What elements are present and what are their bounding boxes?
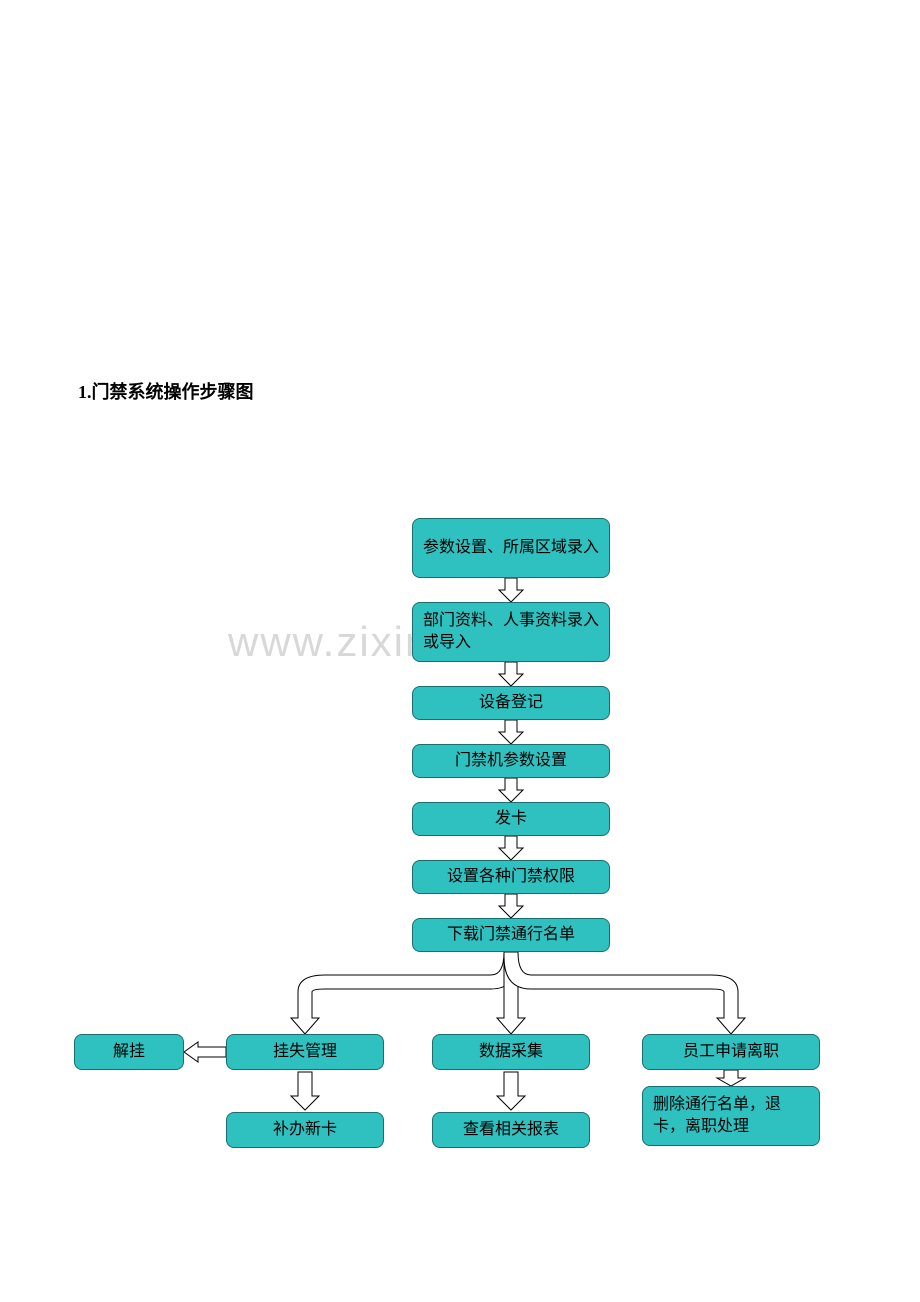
flowchart-container: 参数设置、所属区域录入部门资料、人事资料录入或导入设备登记门禁机参数设置发卡设置… (0, 0, 920, 1302)
flowchart-node-n1: 参数设置、所属区域录入 (412, 518, 610, 578)
arrow-left-icon (184, 1042, 226, 1062)
arrow-branch-icon (497, 952, 525, 1034)
arrow-down-icon (291, 1072, 319, 1110)
flowchart-node-n3: 设备登记 (412, 686, 610, 720)
arrow-down-icon (499, 778, 523, 802)
arrow-down-icon (499, 662, 523, 686)
flowchart-node-n10: 数据采集 (432, 1034, 590, 1070)
flowchart-node-n11: 员工申请离职 (642, 1034, 820, 1070)
flowchart-node-n8: 解挂 (74, 1034, 184, 1070)
flowchart-node-n4: 门禁机参数设置 (412, 744, 610, 778)
arrow-down-icon (717, 1070, 745, 1086)
flowchart-node-n7: 下载门禁通行名单 (412, 918, 610, 952)
flowchart-node-n5: 发卡 (412, 802, 610, 836)
flowchart-node-n13: 查看相关报表 (432, 1112, 590, 1148)
arrow-branch-icon (504, 952, 745, 1034)
flowchart-node-n14: 删除通行名单，退卡，离职处理 (642, 1086, 820, 1146)
flowchart-node-n9: 挂失管理 (226, 1034, 384, 1070)
arrow-down-icon (499, 836, 523, 860)
flowchart-node-n12: 补办新卡 (226, 1112, 384, 1148)
arrow-branch-icon (291, 952, 518, 1034)
arrow-down-icon (499, 894, 523, 918)
flowchart-node-n2: 部门资料、人事资料录入或导入 (412, 602, 610, 662)
arrow-down-icon (499, 720, 523, 744)
arrow-down-icon (497, 1072, 525, 1110)
arrow-down-icon (499, 578, 523, 602)
flowchart-node-n6: 设置各种门禁权限 (412, 860, 610, 894)
